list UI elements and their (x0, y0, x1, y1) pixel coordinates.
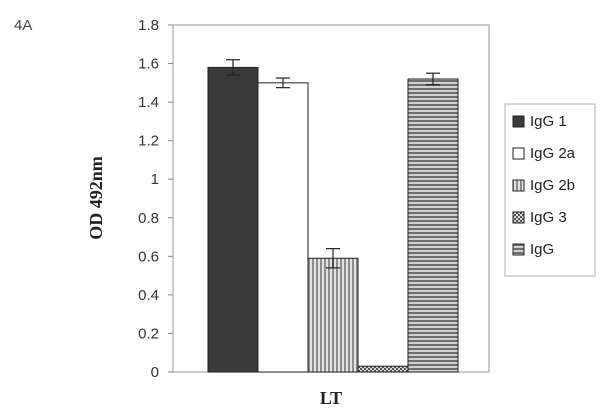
legend-label: IgG 3 (530, 209, 567, 226)
legend-swatch (512, 179, 525, 192)
panel-label: 4A (14, 17, 32, 34)
bar-igg-3 (357, 365, 409, 373)
y-tick-label: 1.6 (138, 56, 159, 73)
legend-swatch (512, 115, 525, 128)
bar-igg (407, 78, 459, 373)
legend-swatch (512, 147, 525, 160)
y-axis-title: OD 492nm (86, 156, 106, 240)
legend: IgG 1 IgG 2a IgG 2b IgG 3 IgG (512, 113, 576, 258)
y-tick-label: 1 (151, 171, 159, 188)
legend-label: IgG (530, 241, 554, 258)
error-bars-group (226, 59, 440, 269)
legend-swatch (512, 211, 525, 224)
legend-label: IgG 2a (530, 145, 576, 162)
y-tick-label: 0.4 (138, 287, 159, 304)
y-tick-label: 1.2 (138, 133, 159, 150)
y-tick-label: 0.6 (138, 248, 159, 265)
y-axis: 0 0.2 0.4 0.6 0.8 1 1.2 1.4 1.6 1.8 (138, 17, 173, 381)
y-tick-label: 1.8 (138, 17, 159, 34)
bar-igg-1 (207, 66, 259, 373)
legend-label: IgG 1 (530, 113, 567, 130)
y-tick-label: 1.4 (138, 94, 159, 111)
bars-group (207, 66, 459, 373)
legend-label: IgG 2b (530, 177, 575, 194)
y-tick-label: 0.2 (138, 325, 159, 342)
bar-igg-2a (257, 82, 309, 373)
bar-igg-2b (307, 257, 359, 373)
legend-swatch (512, 243, 525, 256)
y-tick-label: 0 (151, 364, 159, 381)
x-axis-title: LT (320, 388, 342, 408)
y-tick-label: 0.8 (138, 210, 159, 227)
